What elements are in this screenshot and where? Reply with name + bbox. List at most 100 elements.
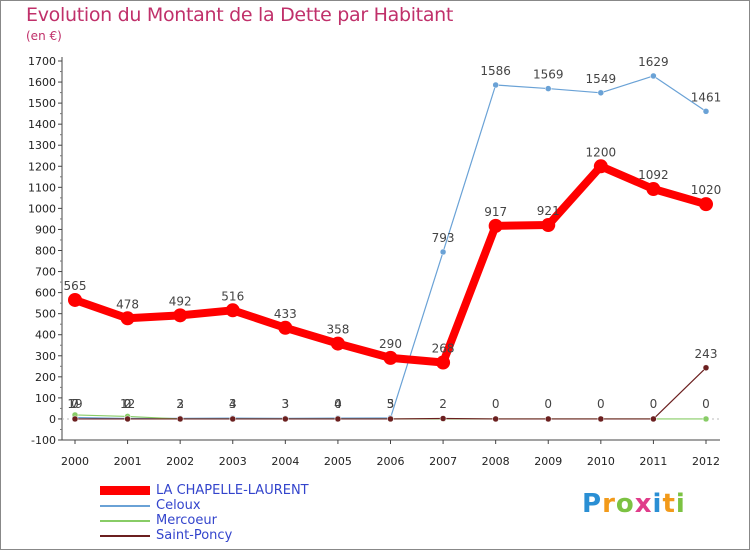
logo-letter: x [634, 489, 653, 519]
series-point-0 [541, 218, 556, 233]
data-label: 793 [432, 231, 455, 245]
data-label: 1461 [691, 90, 722, 104]
y-tick-label: 900 [35, 223, 56, 236]
legend-label: LA CHAPELLE-LAURENT [156, 483, 309, 498]
series-point-3 [597, 415, 605, 423]
series-point-0 [278, 320, 293, 335]
data-label: 1629 [638, 55, 669, 69]
data-label: 358 [326, 323, 349, 337]
series-point-1 [545, 85, 552, 92]
logo-letter: r [602, 489, 616, 519]
data-label: 1586 [480, 64, 511, 78]
series-point-3 [334, 415, 342, 423]
series-point-3 [229, 415, 236, 423]
x-tick-label: 2012 [692, 455, 720, 468]
series-point-0 [488, 218, 503, 233]
data-label: 0 [334, 397, 342, 411]
data-label: 565 [64, 279, 87, 293]
x-tick-label: 2009 [534, 455, 562, 468]
series-point-1 [492, 81, 499, 89]
series-line-3 [75, 367, 707, 420]
data-label: 0 [71, 397, 79, 411]
data-label: 0 [597, 397, 605, 411]
data-label: 433 [274, 307, 297, 321]
series-point-0 [593, 159, 608, 174]
data-label: 1200 [586, 145, 617, 159]
proxiti-logo: Proxiti [582, 489, 686, 519]
y-tick-label: 1200 [28, 160, 56, 173]
data-label: 3 [387, 397, 395, 411]
data-label: 1092 [638, 168, 669, 182]
data-label: 268 [432, 342, 455, 356]
y-tick-label: 1400 [28, 118, 56, 131]
data-label: 1569 [533, 68, 564, 82]
y-tick-label: 500 [35, 308, 56, 321]
series-point-1 [702, 108, 710, 115]
data-label: 3 [282, 397, 290, 411]
x-tick-label: 2004 [271, 455, 299, 468]
data-label: 243 [695, 347, 718, 361]
x-tick-label: 2002 [166, 455, 194, 468]
legend-swatch [100, 486, 150, 495]
series-point-0 [699, 197, 713, 212]
series-point-0 [646, 182, 661, 197]
series-line-1 [74, 75, 707, 420]
series-point-1 [439, 248, 447, 256]
series-point-3 [650, 415, 657, 423]
x-tick-label: 2000 [61, 455, 89, 468]
y-tick-label: 1100 [28, 181, 56, 194]
data-label: 19 [67, 397, 82, 411]
x-tick-label: 2010 [587, 455, 615, 468]
series-point-3 [387, 415, 394, 423]
y-tick-label: 1600 [28, 76, 56, 89]
data-label: 290 [379, 337, 402, 351]
logo-letter: t [662, 489, 676, 519]
series-point-0 [225, 303, 240, 318]
data-label: 4 [334, 397, 342, 411]
data-label: 917 [484, 205, 507, 219]
data-label: 3 [229, 397, 237, 411]
series-point-0 [120, 311, 135, 326]
data-label: 0 [544, 397, 552, 411]
y-tick-label: 0 [49, 413, 56, 426]
series-point-0 [436, 355, 451, 370]
legend-label: Celoux [156, 498, 201, 513]
data-label: 0 [650, 397, 658, 411]
legend-label: Mercoeur [156, 513, 217, 528]
data-label: 0 [702, 397, 710, 411]
series-point-3 [492, 415, 499, 423]
x-tick-label: 2003 [219, 455, 247, 468]
chart-title: Evolution du Montant de la Dette par Hab… [26, 4, 454, 26]
data-label: 1549 [586, 72, 617, 86]
series-point-3 [282, 415, 289, 423]
data-label: 5 [387, 397, 395, 411]
x-tick-label: 2005 [324, 455, 352, 468]
data-label: 1020 [691, 183, 722, 197]
y-tick-label: 600 [35, 287, 56, 300]
legend-swatch [100, 535, 150, 537]
y-tick-label: 100 [35, 392, 56, 405]
y-tick-label: 700 [35, 266, 56, 279]
data-label: 4 [229, 397, 237, 411]
y-tick-label: 1000 [28, 202, 56, 215]
y-tick-label: -100 [31, 434, 56, 447]
series-point-3 [545, 415, 552, 423]
x-tick-label: 2007 [429, 455, 457, 468]
y-tick-label: 1300 [28, 139, 56, 152]
logo-letter: i [675, 489, 686, 519]
x-tick-label: 2008 [482, 455, 510, 468]
data-label: 921 [537, 204, 560, 218]
data-label: 492 [169, 294, 192, 308]
data-label: 2 [124, 397, 132, 411]
chart-unit: (en €) [26, 29, 62, 43]
legend-label: Saint-Poncy [156, 528, 233, 543]
data-label: 7 [71, 397, 79, 411]
series-point-0 [173, 308, 188, 323]
data-label: 3 [176, 397, 184, 411]
series-point-3 [176, 415, 184, 423]
legend-swatch [100, 520, 150, 522]
series-point-2 [702, 415, 710, 423]
data-label: 3 [282, 397, 290, 411]
y-tick-label: 400 [35, 329, 56, 342]
